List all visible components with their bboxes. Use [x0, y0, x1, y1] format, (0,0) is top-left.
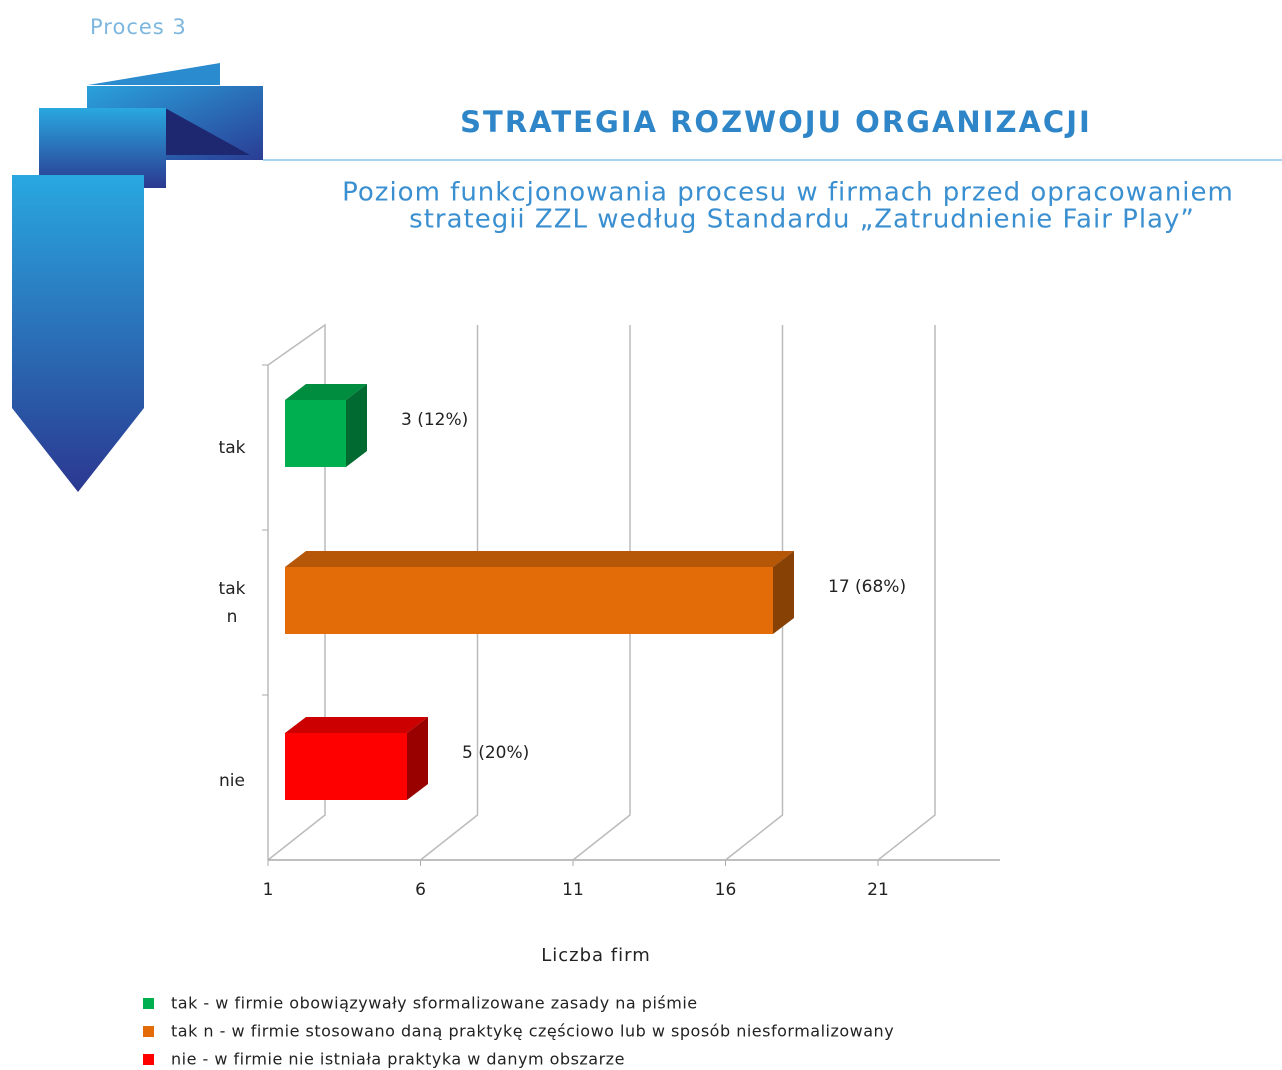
bar	[285, 384, 367, 467]
y-tick-label: n	[227, 607, 238, 627]
bar-top	[285, 551, 794, 567]
legend-swatch	[143, 998, 154, 1009]
bar-front	[285, 400, 346, 467]
x-tick-label: 11	[562, 880, 584, 900]
legend-swatch	[143, 1026, 154, 1037]
y-tick-label: tak	[219, 579, 246, 599]
bar	[285, 551, 794, 634]
data-label: 3 (12%)	[401, 410, 468, 430]
y-tick-label: tak	[219, 438, 246, 458]
bar-top	[285, 717, 428, 733]
chart-title: STRATEGIA ROZWOJU ORGANIZACJI	[460, 105, 1092, 139]
x-tick-label: 1	[263, 880, 274, 900]
legend-label: nie - w firmie nie istniała praktyka w d…	[171, 1050, 625, 1069]
y-tick-label: nie	[219, 771, 245, 791]
x-tick-label: 6	[415, 880, 426, 900]
data-label: 17 (68%)	[828, 577, 906, 597]
x-tick-label: 16	[715, 880, 737, 900]
legend-label: tak n - w firmie stosowano daną praktykę…	[171, 1022, 894, 1041]
page: Proces 3 STRATEGIA ROZWOJU ORGANIZACJI P…	[0, 0, 1282, 1070]
bar	[285, 717, 428, 800]
legend-swatch	[143, 1054, 154, 1065]
data-label: 5 (20%)	[462, 743, 529, 763]
x-tick-label: 21	[867, 880, 889, 900]
legend-label: tak - w firmie obowiązywały sformalizowa…	[171, 994, 698, 1013]
bar-front	[285, 567, 773, 634]
subtitle: Poziom funkcjonowania procesu w firmach …	[342, 178, 1234, 208]
x-axis-title: Liczba firm	[541, 945, 651, 966]
bar-front	[285, 733, 407, 800]
subtitle: strategii ZZL według Standardu „Zatrudni…	[409, 205, 1195, 235]
header: Proces 3	[90, 15, 187, 39]
